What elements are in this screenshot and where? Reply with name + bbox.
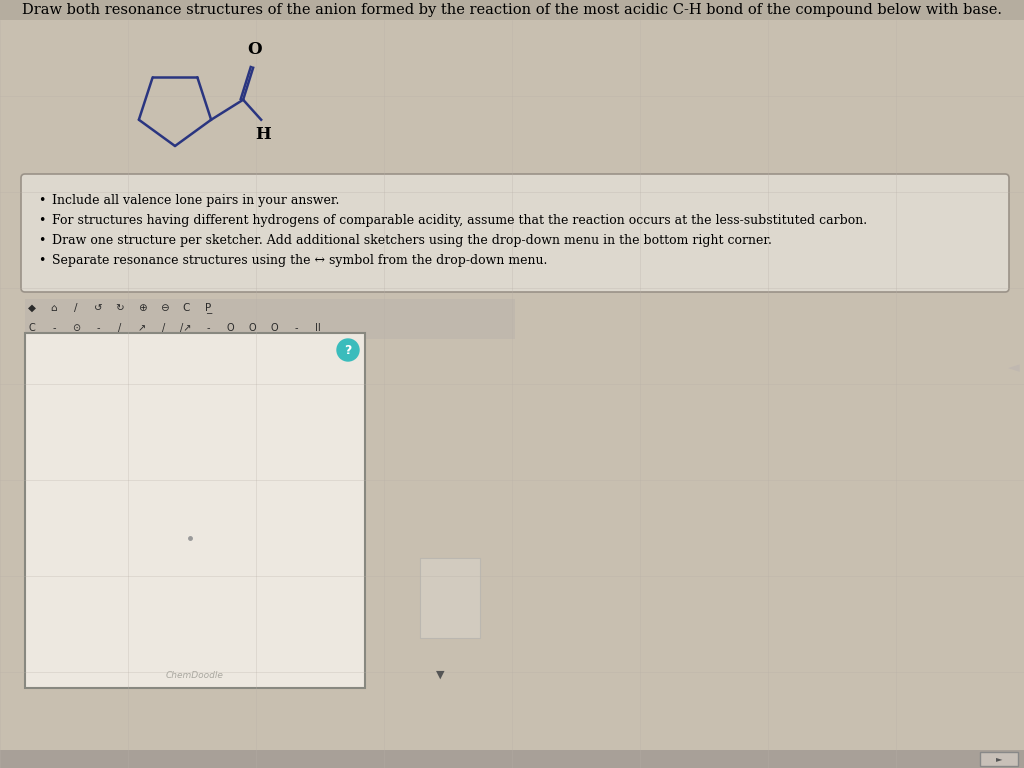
Bar [25,299,515,319]
FancyBboxPatch shape [22,174,1009,292]
Text: H: H [255,126,271,143]
Text: O: O [270,323,278,333]
Text: O: O [226,323,233,333]
Text: II: II [315,323,321,333]
Text: /: / [163,323,166,333]
Text: •: • [38,234,46,247]
Text: •: • [38,254,46,267]
Text: Include all valence lone pairs in your answer.: Include all valence lone pairs in your a… [52,194,339,207]
Text: P̲: P̲ [205,303,211,313]
Text: ⊙: ⊙ [72,323,80,333]
Bar [25,319,515,339]
Text: ►: ► [995,754,1002,763]
Text: Separate resonance structures using the ↔ symbol from the drop-down menu.: Separate resonance structures using the … [52,254,548,267]
Text: ◄: ◄ [1009,360,1020,376]
Text: -: - [294,323,298,333]
Text: ⌂: ⌂ [50,303,57,313]
Text: /: / [75,303,78,313]
Text: ?: ? [344,343,351,356]
Text: ⊕: ⊕ [137,303,146,313]
Text: O: O [247,41,261,58]
Text: /: / [119,323,122,333]
Bar [25,333,365,688]
Text: -: - [96,323,99,333]
Bar [0,0,1024,20]
Text: -: - [52,323,55,333]
Text: C: C [182,303,189,313]
Text: ↗: ↗ [138,323,146,333]
Text: Draw both resonance structures of the anion formed by the reaction of the most a: Draw both resonance structures of the an… [22,3,1002,17]
Bar [980,752,1018,766]
Text: Draw one structure per sketcher. Add additional sketchers using the drop-down me: Draw one structure per sketcher. Add add… [52,234,772,247]
Bar [420,558,480,638]
Text: For structures having different hydrogens of comparable acidity, assume that the: For structures having different hydrogen… [52,214,867,227]
Text: ChemDoodle: ChemDoodle [166,671,224,680]
Text: /↗: /↗ [180,323,191,333]
Text: •: • [38,194,46,207]
Text: O: O [248,323,256,333]
Text: •: • [38,214,46,227]
Text: -: - [206,323,210,333]
Bar [0,750,1024,768]
Text: C: C [29,323,36,333]
Text: ⊖: ⊖ [160,303,168,313]
Text: ▼: ▼ [436,670,444,680]
Text: ◆: ◆ [28,303,36,313]
Circle shape [337,339,359,361]
Text: ↺: ↺ [93,303,102,313]
Text: ↻: ↻ [116,303,124,313]
